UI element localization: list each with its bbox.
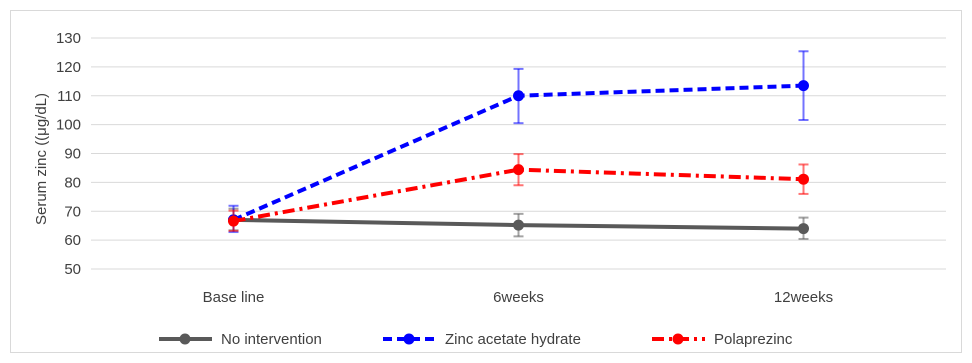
data-point	[798, 223, 809, 235]
y-axis-label: Serum zinc ((μg/dL)	[33, 93, 50, 225]
x-tick-label: 6weeks	[493, 289, 544, 306]
series-group	[228, 50, 809, 240]
y-tick-label: 130	[56, 30, 81, 47]
data-point	[798, 80, 809, 92]
legend-label: Polaprezinc	[714, 331, 793, 348]
legend-item: No intervention	[159, 331, 322, 348]
data-point	[513, 164, 524, 176]
x-tick-label: Base line	[203, 289, 265, 306]
series-2	[228, 153, 809, 232]
x-axis-ticks: Base line 6weeks 12weeks	[203, 289, 833, 306]
series-line	[233, 167, 804, 224]
data-point	[513, 219, 524, 231]
legend-marker	[179, 333, 191, 345]
y-axis-ticks: 50 60 70 80 90 100 110 120 130	[56, 30, 81, 278]
x-tick-label: 12weeks	[774, 289, 833, 306]
line-chart: 50 60 70 80 90 100 110 120 130 Base line 6weeks 12…	[33, 30, 946, 348]
legend-label: No intervention	[221, 331, 322, 348]
y-tick-label: 110	[57, 88, 81, 105]
chart-frame: 50 60 70 80 90 100 110 120 130 Base line 6weeks 12…	[10, 10, 962, 353]
y-tick-label: 80	[64, 174, 81, 191]
series-0	[228, 207, 809, 240]
data-point	[513, 90, 524, 102]
y-tick-label: 90	[64, 146, 81, 163]
data-point	[228, 215, 239, 227]
y-tick-label: 100	[56, 117, 81, 134]
data-point	[798, 173, 809, 185]
legend-marker	[672, 333, 684, 345]
legend: No intervention Zinc acetate hydrate Polap…	[159, 331, 793, 348]
y-tick-label: 60	[64, 232, 81, 249]
legend-marker	[403, 333, 415, 345]
legend-item: Polaprezinc	[652, 331, 793, 348]
y-tick-label: 70	[64, 203, 81, 220]
y-tick-label: 120	[56, 59, 81, 76]
y-tick-label: 50	[64, 261, 81, 278]
legend-label: Zinc acetate hydrate	[445, 331, 581, 348]
series-1	[228, 50, 809, 234]
legend-item: Zinc acetate hydrate	[383, 331, 581, 348]
